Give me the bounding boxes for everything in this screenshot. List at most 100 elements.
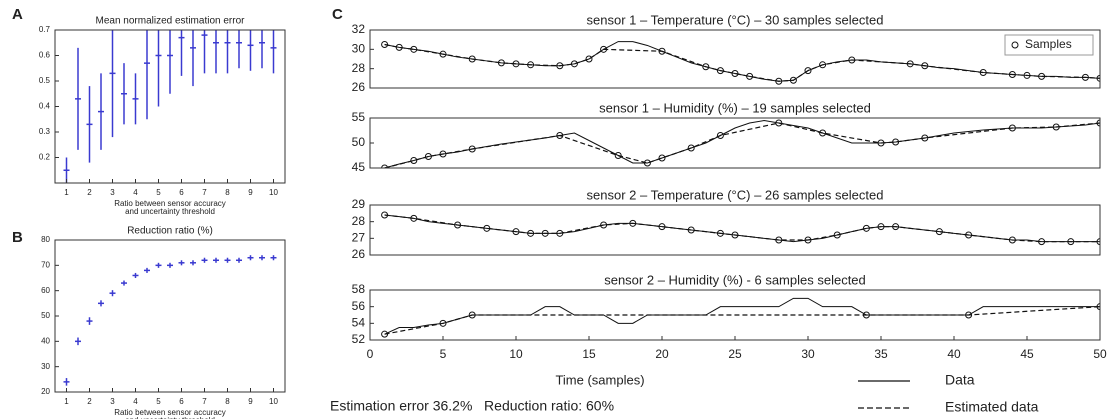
x-tick-label: 0 (367, 347, 374, 361)
sample-marker (570, 60, 578, 68)
legend-marker (1011, 41, 1019, 49)
sample-marker (906, 60, 914, 68)
x-tick-label: 8 (225, 397, 230, 406)
sample-marker (381, 41, 389, 48)
sample-marker (512, 60, 520, 68)
x-tick-label: 9 (248, 397, 253, 406)
y-tick-label: 45 (352, 160, 366, 174)
sample-marker (658, 154, 666, 162)
sample-marker (921, 134, 929, 142)
sample-marker (687, 226, 695, 234)
sample-marker (527, 229, 535, 237)
data-line (384, 297, 1100, 335)
sample-marker (512, 228, 520, 236)
x-tick-label: 3 (110, 397, 115, 406)
x-tick-label: 9 (248, 188, 253, 197)
x-tick-label: 8 (225, 188, 230, 197)
sample-marker (439, 150, 447, 158)
estimated-line (384, 122, 1100, 168)
x-tick-label: 10 (509, 347, 523, 361)
x-tick-label: 30 (801, 347, 815, 361)
y-tick-label: 26 (352, 247, 366, 261)
x-axis-label: Ratio between sensor accuracy (114, 408, 226, 417)
x-tick-label: 50 (1093, 347, 1107, 361)
panel-label: A (12, 6, 23, 23)
sample-marker (1038, 238, 1046, 246)
x-tick-label: 35 (874, 347, 888, 361)
plot-frame (369, 204, 1101, 256)
plot-area (63, 255, 277, 386)
sample-marker (716, 229, 724, 237)
sample-marker (483, 224, 491, 232)
chart-title: Mean normalized estimation error (96, 16, 246, 27)
sample-marker (833, 231, 841, 239)
x-tick-label: 7 (202, 397, 207, 406)
sample-marker (731, 70, 739, 77)
sample-marker (1038, 72, 1046, 80)
caption: Estimation error 36.2% Reduction ratio: … (330, 398, 614, 414)
sample-marker (381, 330, 389, 338)
plot-frame (369, 29, 1101, 89)
x-tick-label: 7 (202, 188, 207, 197)
x-tick-label: 20 (655, 347, 669, 361)
x-tick-label: 5 (156, 397, 161, 406)
sample-marker (731, 231, 739, 239)
sample-marker (716, 132, 724, 139)
y-tick-label: 54 (352, 316, 366, 330)
sample-marker (410, 157, 418, 164)
y-tick-label: 58 (352, 282, 366, 296)
x-axis-label: and uncertainty threshold (125, 207, 215, 216)
plot-area (381, 297, 1100, 338)
sample-marker (468, 55, 476, 63)
sample-marker (658, 223, 666, 231)
sample-marker (556, 229, 564, 237)
sample-marker (862, 224, 870, 232)
sample-marker (702, 63, 710, 71)
sample-marker (687, 144, 695, 152)
sample-marker (1096, 303, 1100, 311)
plot-area (381, 211, 1100, 246)
y-tick-label: 26 (352, 80, 366, 94)
sample-marker (1008, 124, 1016, 132)
y-tick-label: 55 (352, 110, 366, 124)
y-tick-label: 32 (352, 22, 366, 36)
plot-area (381, 119, 1100, 168)
sample-marker (1096, 238, 1100, 246)
sample-marker (819, 129, 827, 137)
sample-marker (1052, 123, 1060, 131)
y-tick-label: 30 (41, 362, 50, 371)
chart-title: sensor 1 – Humidity (%) – 19 samples sel… (599, 100, 871, 115)
y-tick-label: 0.6 (39, 51, 51, 60)
y-tick-label: 52 (352, 332, 366, 346)
sample-marker (877, 139, 885, 147)
y-tick-label: 80 (41, 235, 50, 244)
sample-marker (527, 61, 535, 69)
sample-marker (614, 152, 622, 159)
sample-marker (541, 229, 549, 237)
sample-marker (789, 76, 797, 84)
plot-area (63, 30, 277, 183)
y-tick-label: 0.3 (39, 127, 51, 136)
x-tick-label: 2 (87, 188, 92, 197)
sample-marker (643, 159, 651, 167)
sample-marker (1008, 70, 1016, 78)
panel-label: B (12, 229, 23, 246)
sample-marker (979, 69, 987, 77)
sample-marker (468, 145, 476, 153)
sample-marker (877, 223, 885, 231)
sample-marker (935, 228, 943, 236)
x-tick-label: 25 (728, 347, 742, 361)
data-line (384, 119, 1100, 168)
x-tick-label: 5 (156, 188, 161, 197)
sample-marker (1008, 236, 1016, 244)
sample-marker (1096, 119, 1100, 127)
sample-marker (1067, 238, 1075, 246)
sample-marker (585, 55, 593, 63)
y-tick-label: 29 (352, 197, 366, 211)
sample-marker (1023, 71, 1031, 79)
sample-marker (395, 43, 403, 51)
estimated-line (384, 43, 1100, 82)
x-tick-label: 15 (582, 347, 596, 361)
sample-marker (381, 164, 389, 168)
